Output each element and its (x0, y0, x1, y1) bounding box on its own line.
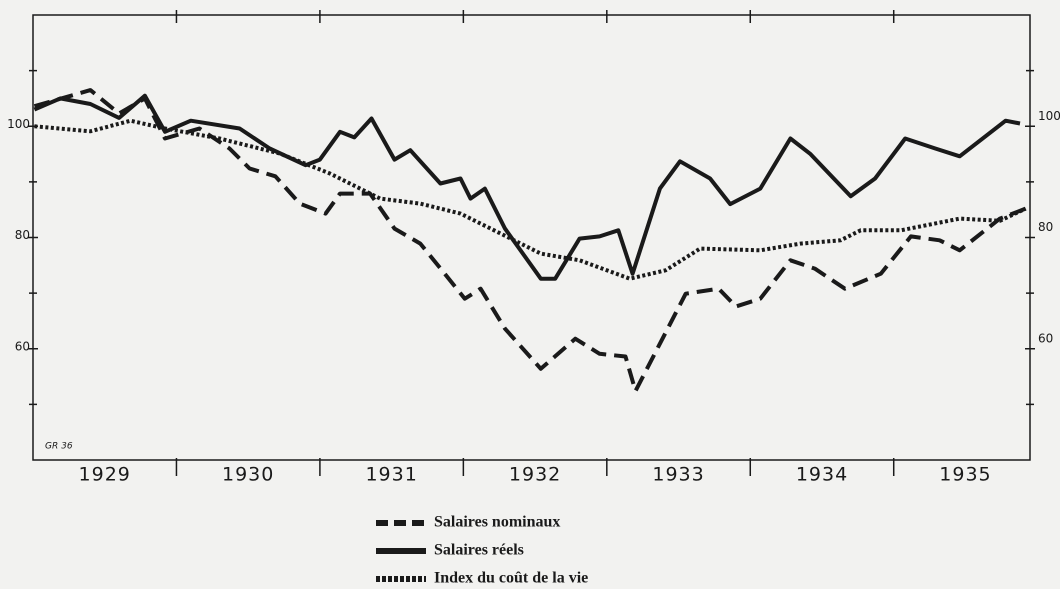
note: GR 36 (45, 442, 73, 452)
series-line (33, 93, 1021, 281)
legend-label: Salaires réels (434, 542, 524, 559)
x-tick-label: 1935 (939, 464, 991, 486)
series-line (34, 118, 1027, 281)
x-tick-label: 1929 (79, 464, 131, 486)
y-tick-label: 100 (7, 117, 30, 131)
x-tick-label: 1931 (365, 464, 417, 486)
x-tick-label: 1930 (222, 464, 274, 486)
x-tick-label: 1933 (652, 464, 704, 486)
series-line (33, 88, 1027, 393)
x-tick-label: 1932 (509, 464, 561, 486)
x-tick-label: 1934 (796, 464, 848, 486)
plot-frame (32, 14, 1031, 461)
y-tick-label: 60 (15, 339, 30, 353)
y-tick-label: 80 (15, 228, 30, 242)
y2-tick-label: 100 (1038, 109, 1060, 123)
legend-label: Salaires nominaux (434, 514, 560, 531)
y2-tick-label: 60 (1038, 331, 1053, 345)
legend-label: Index du coût de la vie (434, 570, 588, 587)
y2-tick-label: 80 (1038, 220, 1053, 234)
